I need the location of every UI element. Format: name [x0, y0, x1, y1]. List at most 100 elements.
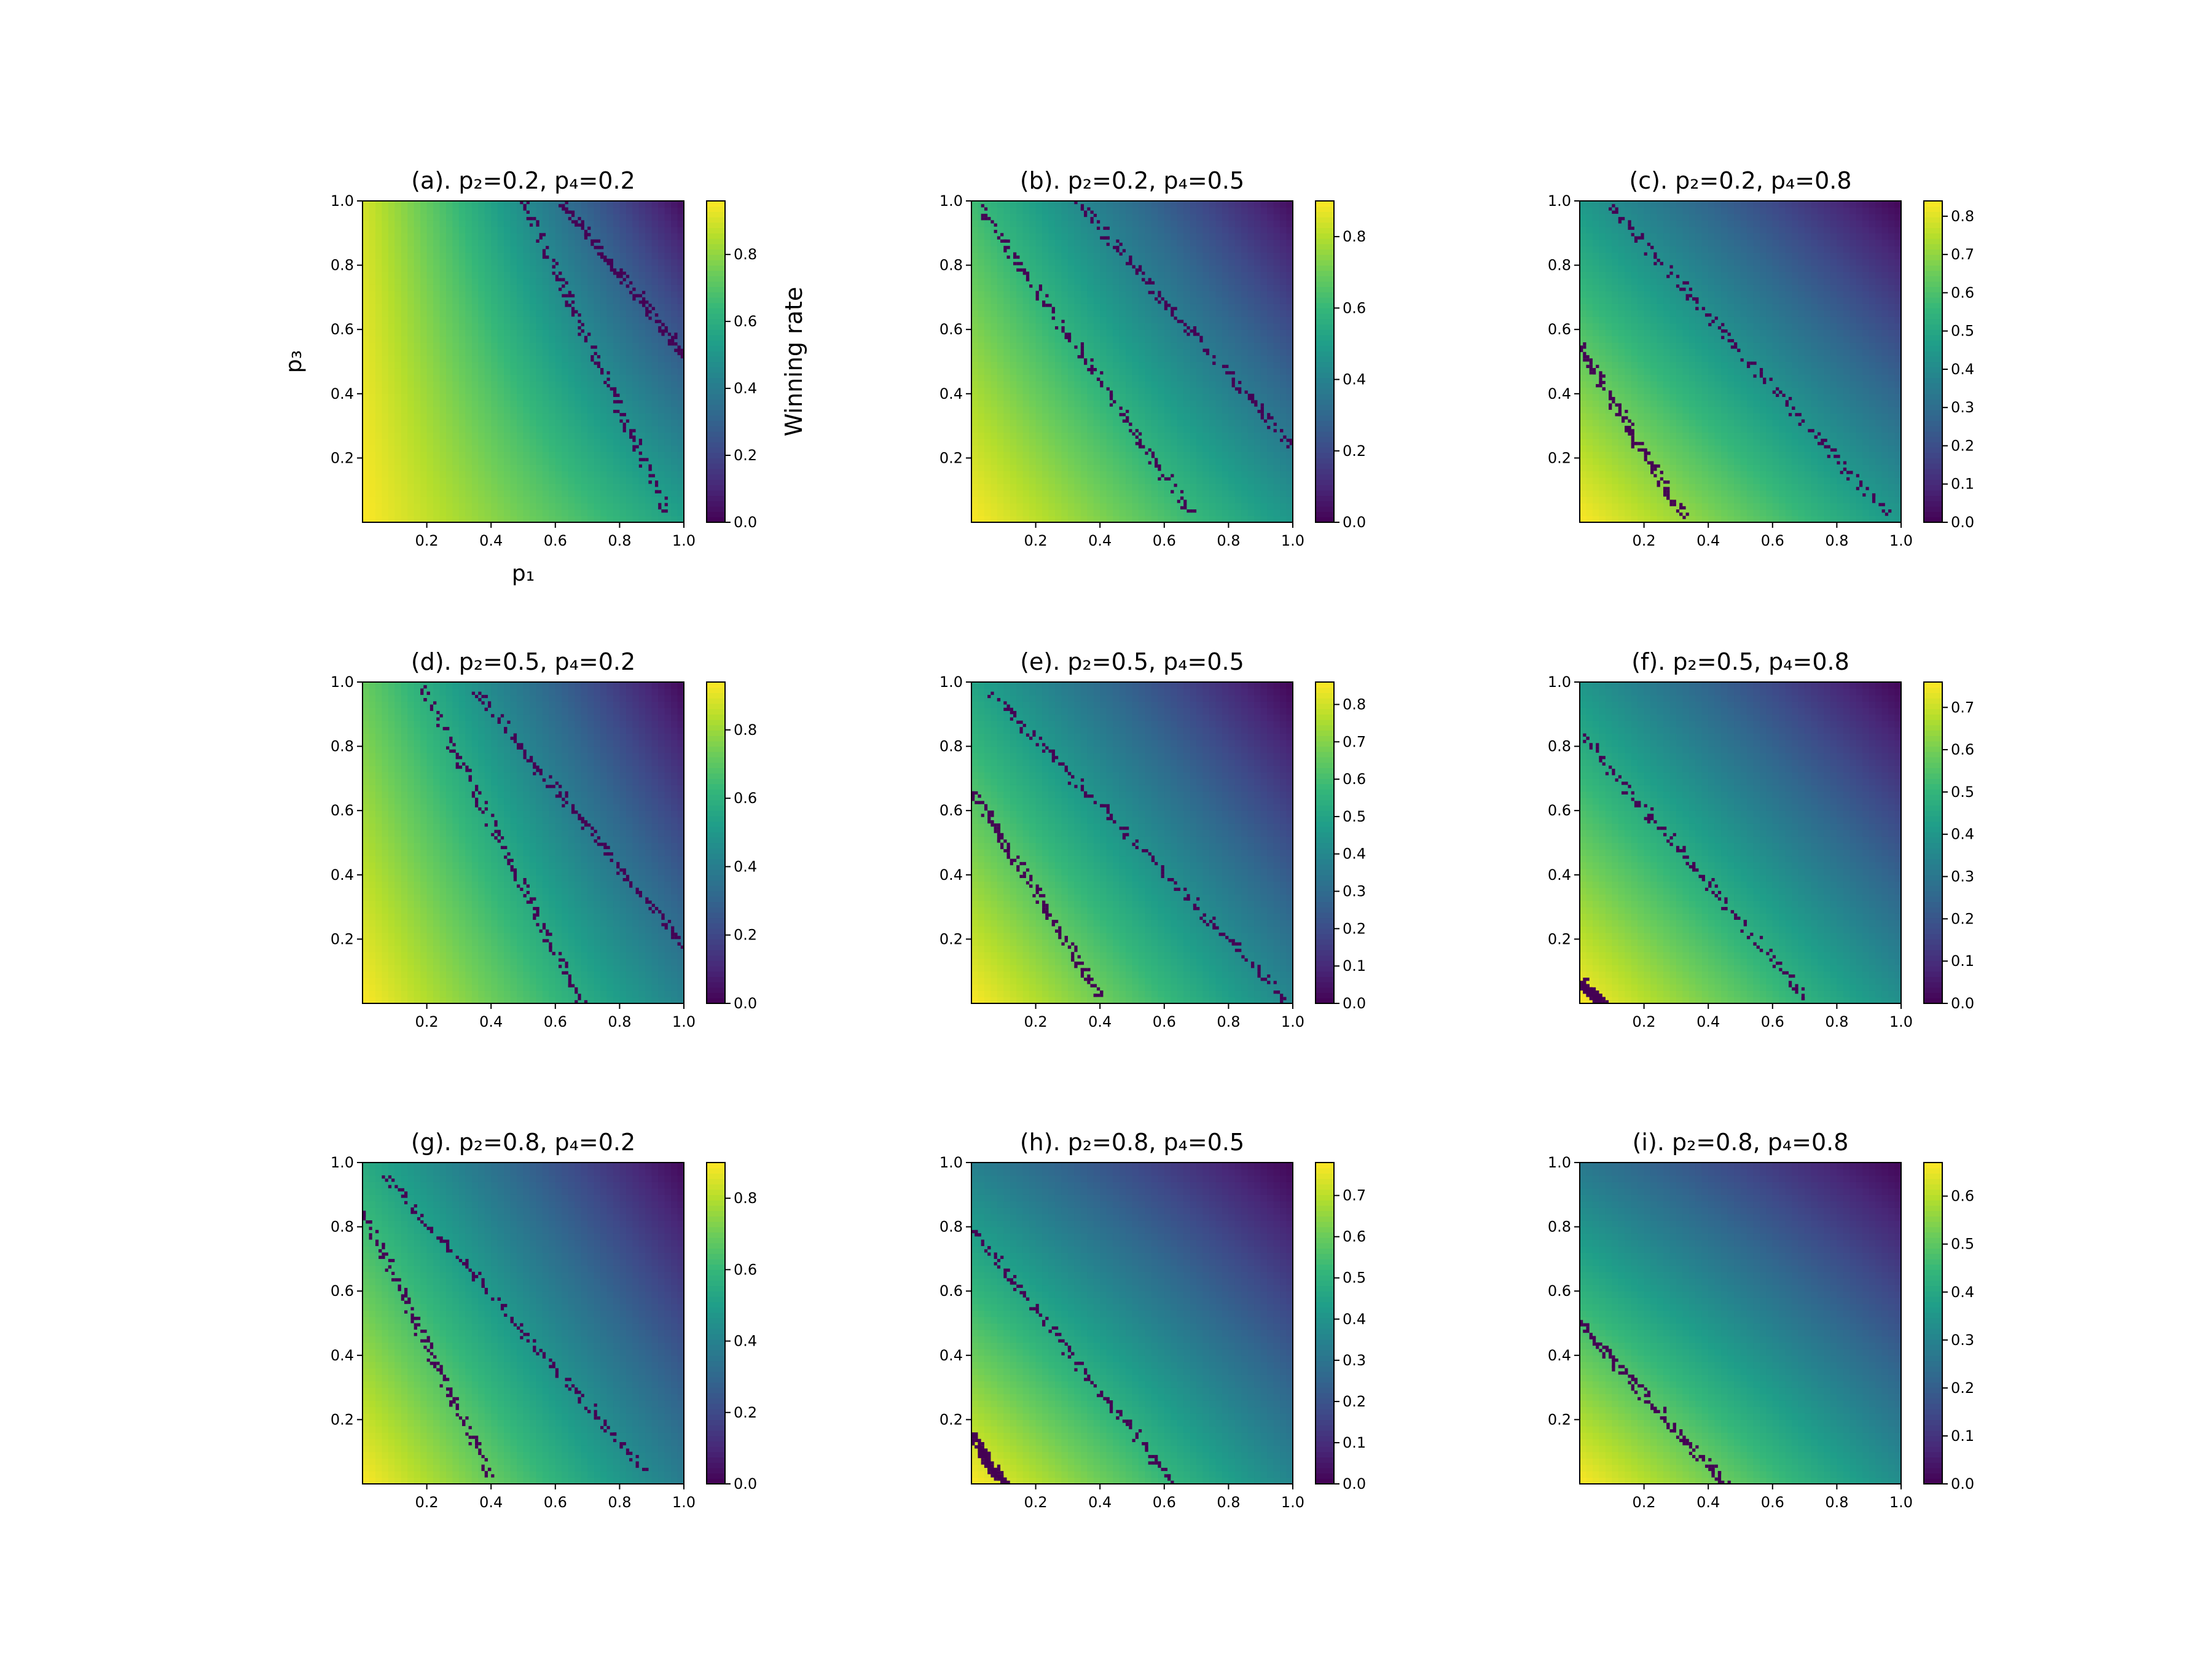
boundary-pixel: [616, 393, 620, 398]
colorbar-segment: [707, 426, 725, 432]
heatmap-cell: [632, 316, 640, 324]
heatmap-cell: [1177, 451, 1184, 458]
heatmap-cell: [542, 226, 549, 233]
heatmap-cell: [568, 213, 575, 221]
heatmap-cell: [1106, 323, 1113, 330]
heatmap-cell: [388, 464, 395, 471]
heatmap-cell: [671, 471, 678, 478]
heatmap-cell: [626, 304, 633, 311]
heatmap-cell: [1190, 490, 1197, 497]
heatmap-cell: [671, 239, 678, 246]
heatmap-cell: [1202, 297, 1210, 304]
heatmap-cell: [619, 516, 627, 523]
heatmap-cell: [1087, 387, 1094, 394]
heatmap-cell: [1234, 419, 1242, 426]
heatmap-cell: [1151, 265, 1158, 272]
heatmap-cell: [1196, 252, 1204, 259]
heatmap-cell: [369, 291, 376, 298]
heatmap-cell: [445, 439, 453, 446]
heatmap-cell: [452, 393, 460, 401]
heatmap-cell: [504, 503, 511, 510]
boundary-pixel: [610, 265, 613, 269]
heatmap-cell: [984, 490, 991, 497]
heatmap-cell: [433, 400, 441, 407]
heatmap-cell: [1215, 464, 1223, 471]
heatmap-cell: [478, 509, 485, 517]
heatmap-cell: [1222, 490, 1229, 497]
heatmap-cell: [587, 490, 595, 497]
heatmap-cell: [1171, 374, 1178, 382]
heatmap-cell: [651, 426, 659, 433]
heatmap-cell: [1054, 246, 1062, 253]
heatmap-cell: [984, 304, 991, 311]
heatmap-cell: [394, 367, 402, 375]
heatmap-cell: [619, 348, 627, 356]
heatmap-cell: [677, 246, 684, 253]
heatmap-cell: [491, 503, 498, 510]
heatmap-cell: [1158, 342, 1165, 350]
heatmap-cell: [510, 406, 517, 414]
heatmap-cell: [664, 342, 672, 350]
heatmap-cell: [388, 451, 395, 458]
heatmap-cell: [990, 201, 998, 208]
boundary-pixel: [523, 207, 527, 211]
heatmap-cell: [407, 477, 415, 484]
boundary-pixel: [648, 316, 652, 320]
heatmap-cell: [664, 259, 672, 266]
heatmap-cell: [529, 239, 537, 246]
heatmap-cell: [401, 400, 408, 407]
heatmap-cell: [375, 239, 382, 246]
heatmap-cell: [1100, 207, 1107, 214]
heatmap-cell: [1035, 426, 1043, 433]
heatmap-cell: [1048, 278, 1056, 285]
heatmap-cell: [517, 355, 524, 363]
heatmap-cell: [587, 445, 595, 452]
heatmap-cell: [1100, 329, 1107, 337]
heatmap-cell: [638, 516, 646, 523]
heatmap-cell: [1093, 393, 1100, 401]
heatmap-cell: [1010, 348, 1017, 356]
heatmap-cell: [606, 361, 614, 369]
heatmap-cell: [990, 477, 998, 484]
heatmap-cell: [606, 490, 614, 497]
heatmap-cell: [414, 355, 421, 363]
heatmap-cell: [458, 335, 466, 343]
heatmap-cell: [619, 471, 627, 478]
heatmap-cell: [497, 445, 504, 452]
heatmap-cell: [562, 439, 569, 446]
heatmap-cell: [1177, 246, 1184, 253]
heatmap-cell: [478, 329, 485, 337]
heatmap-cell: [1048, 419, 1056, 426]
heatmap-cell: [990, 490, 998, 497]
heatmap-cell: [1228, 278, 1236, 285]
heatmap-cell: [990, 458, 998, 465]
heatmap-cell: [1093, 419, 1100, 426]
heatmap-cell: [1042, 367, 1049, 375]
heatmap-cell: [1054, 387, 1062, 394]
heatmap-cell: [1202, 477, 1210, 484]
heatmap-cell: [517, 252, 524, 259]
heatmap-cell: [414, 374, 421, 382]
heatmap-cell: [1054, 316, 1062, 324]
heatmap-cell: [1183, 348, 1191, 356]
colorbar-segment: [707, 361, 725, 367]
heatmap-cell: [375, 419, 382, 426]
heatmap-cell: [465, 458, 473, 465]
heatmap-cell: [407, 413, 415, 420]
heatmap-cell: [1215, 265, 1223, 272]
heatmap-cell: [978, 451, 985, 458]
heatmap-cell: [997, 226, 1004, 233]
heatmap-cell: [523, 432, 530, 439]
boundary-pixel: [613, 409, 617, 414]
heatmap-cell: [581, 252, 588, 259]
heatmap-cell: [484, 278, 492, 285]
heatmap-cell: [606, 496, 614, 504]
heatmap-cell: [1209, 516, 1217, 523]
heatmap-cell: [978, 445, 985, 452]
heatmap-cell: [606, 335, 614, 343]
heatmap-cell: [984, 458, 991, 465]
heatmap-cell: [1100, 477, 1107, 484]
heatmap-cell: [1003, 278, 1011, 285]
heatmap-cell: [1093, 329, 1100, 337]
heatmap-cell: [555, 439, 562, 446]
